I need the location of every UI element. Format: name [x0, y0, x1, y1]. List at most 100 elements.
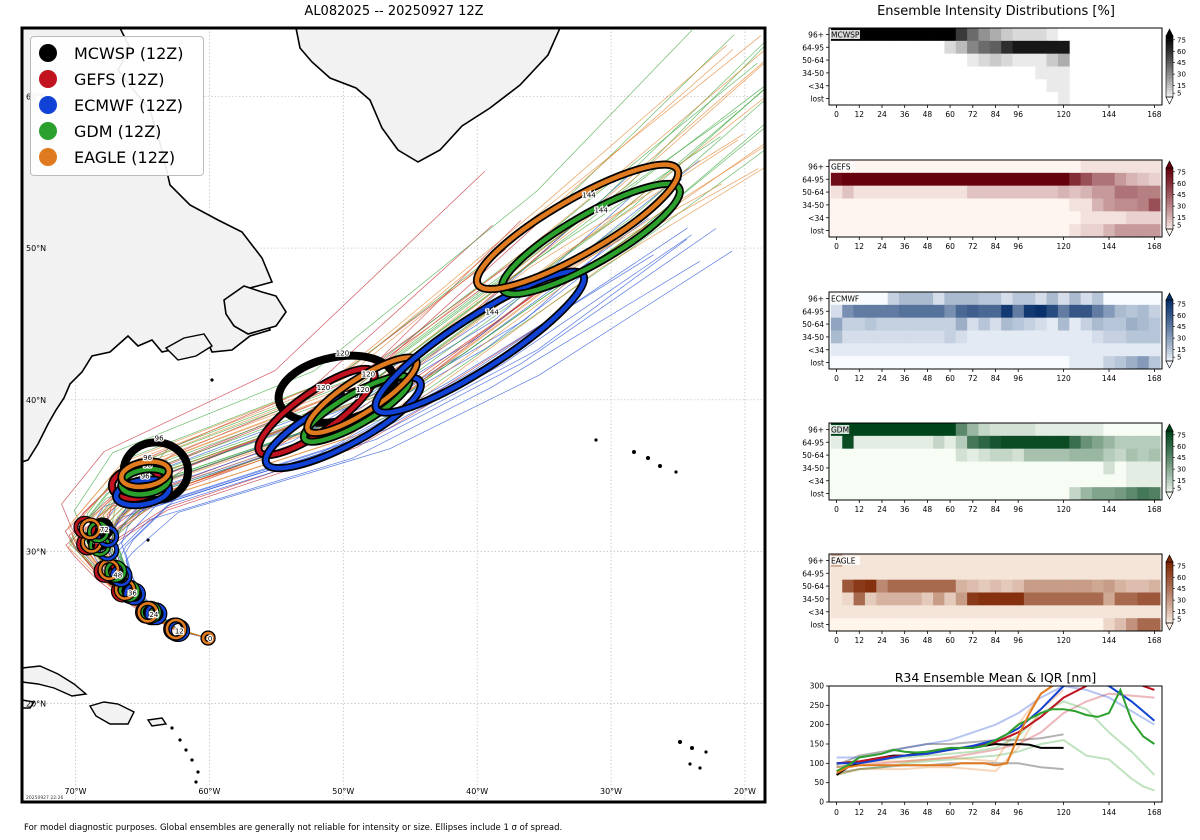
heatmap-cell — [1137, 605, 1149, 618]
heatmap-cell — [1115, 618, 1127, 631]
heatmap-cell — [1103, 423, 1115, 436]
heatmap-cell — [967, 199, 979, 212]
heatmap-cell — [876, 605, 888, 618]
heatmap-cell — [922, 580, 934, 593]
heatmap-cell — [1081, 593, 1093, 606]
heatmap-cell — [1047, 67, 1059, 80]
heatmap-cell — [899, 305, 911, 318]
heatmap-cell — [1013, 436, 1025, 449]
colorbar-tick-label: 60 — [1177, 180, 1186, 188]
forecast-hour-label: 0 — [208, 635, 212, 643]
heatmap-x-label: 36 — [900, 374, 910, 383]
heatmap-cell — [1013, 331, 1025, 344]
heatmap-cell — [1024, 92, 1036, 105]
heatmap-x-label: 36 — [900, 242, 910, 251]
heatmap-cell — [1024, 423, 1036, 436]
heatmap-cell — [1092, 618, 1104, 631]
heatmap-cell — [1103, 618, 1115, 631]
heatmap-cell — [922, 224, 934, 237]
heatmap-cell — [978, 305, 990, 318]
colorbar-step — [1166, 593, 1173, 596]
heatmap-cell — [990, 54, 1002, 67]
heatmap-cell — [876, 318, 888, 331]
heatmap-cell — [1001, 28, 1013, 41]
forecast-hour-label: 12 — [175, 628, 184, 636]
heatmap-cell — [1013, 67, 1025, 80]
heatmap-cell — [1024, 343, 1036, 356]
heatmap-cell — [1024, 487, 1036, 500]
colorbar-tick-label: 5 — [1177, 90, 1181, 98]
colorbar-tick-label: 60 — [1177, 574, 1186, 582]
heatmap-cell — [865, 199, 877, 212]
heatmap-cell — [1103, 199, 1115, 212]
heatmap-cell — [956, 305, 968, 318]
heatmap-cell — [865, 54, 877, 67]
heatmap-cell — [1013, 423, 1025, 436]
forecast-hour-label: 96 — [155, 434, 164, 442]
heatmap-cell — [1058, 67, 1070, 80]
heatmap-cell — [876, 343, 888, 356]
r34-x-label: 72 — [968, 808, 978, 817]
heatmap-cell — [876, 173, 888, 186]
heatmap-cell — [978, 160, 990, 173]
heatmap-y-label: 34-50 — [802, 595, 824, 604]
heatmap-cell — [1035, 618, 1047, 631]
heatmap-cell — [910, 618, 922, 631]
heatmap-cell — [1137, 343, 1149, 356]
legend-entry-gdm: GDM (12Z) — [39, 119, 161, 143]
heatmap-cell — [910, 474, 922, 487]
heatmap-cell — [865, 605, 877, 618]
heatmap-cell — [922, 160, 934, 173]
heatmap-x-label: 48 — [923, 636, 933, 645]
colorbar-step — [1166, 220, 1173, 223]
heatmap-cell — [910, 173, 922, 186]
colorbar-step — [1166, 177, 1173, 180]
colorbar-step — [1166, 300, 1173, 303]
heatmap-cell — [888, 211, 900, 224]
heatmap-x-label: 120 — [1056, 636, 1071, 645]
r34-x-label: 48 — [923, 808, 933, 817]
heatmap-cell — [933, 462, 945, 475]
heatmap-cell — [831, 593, 843, 606]
heatmap-cell — [1149, 343, 1161, 356]
heatmap-cell — [1149, 331, 1161, 344]
heatmap-y-label: 64-95 — [802, 438, 824, 447]
heatmap-cell — [1013, 305, 1025, 318]
heatmap-cell — [888, 593, 900, 606]
heatmap-cell — [888, 449, 900, 462]
heatmap-cell — [865, 173, 877, 186]
heatmap-cell — [1001, 199, 1013, 212]
heatmap-cell — [1024, 28, 1036, 41]
heatmap-cell — [910, 343, 922, 356]
heatmap-cell — [990, 224, 1002, 237]
heatmap-x-label: 12 — [854, 242, 864, 251]
colorbar-step — [1166, 70, 1173, 73]
heatmap-y-label: lost — [810, 95, 824, 104]
heatmap-cell — [1001, 567, 1013, 580]
colorbar-extend-max — [1166, 293, 1173, 300]
heatmap-y-label: <34 — [808, 477, 824, 486]
heatmap-cell — [956, 449, 968, 462]
heatmap-cell — [910, 423, 922, 436]
colorbar-step — [1166, 303, 1173, 306]
heatmap-cell — [1035, 318, 1047, 331]
heatmap-cell — [1126, 423, 1138, 436]
heatmap-cell — [899, 567, 911, 580]
heatmap-cell — [1115, 343, 1127, 356]
heatmap-cell — [1069, 423, 1081, 436]
heatmap-cell — [922, 186, 934, 199]
heatmap-cell — [978, 462, 990, 475]
colorbar-step — [1166, 617, 1173, 620]
colorbar-tick-label: 75 — [1177, 300, 1186, 308]
heatmap-cell — [990, 567, 1002, 580]
heatmap-cell — [956, 199, 968, 212]
heatmap-cell — [1058, 487, 1070, 500]
colorbar-step — [1166, 79, 1173, 82]
heatmap-cell — [1069, 567, 1081, 580]
colorbar-step — [1166, 208, 1173, 211]
heatmap-cell — [967, 580, 979, 593]
heatmap-cell — [1024, 173, 1036, 186]
heatmap-cell — [910, 487, 922, 500]
colorbar-tick-label: 15 — [1177, 477, 1186, 485]
heatmap-cell — [876, 567, 888, 580]
